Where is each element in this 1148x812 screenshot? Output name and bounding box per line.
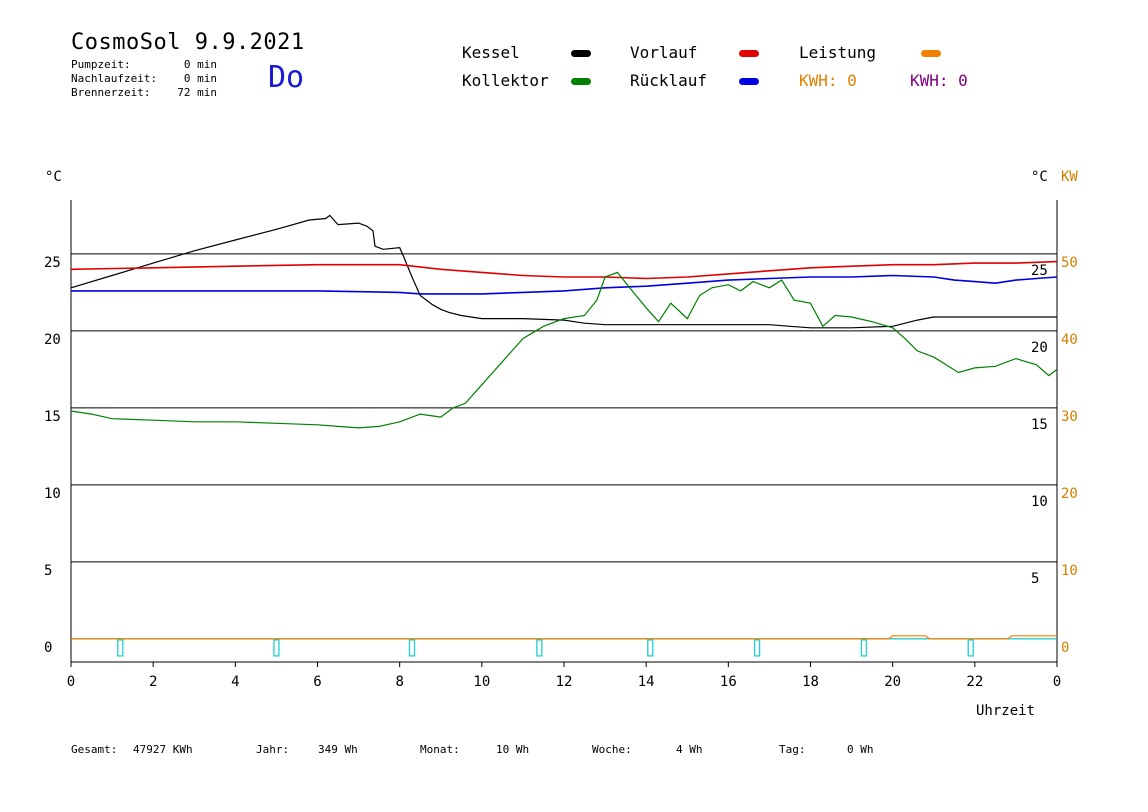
right-tick-label: 10	[1031, 494, 1048, 510]
footer-gesamt-label: Gesamt:	[71, 743, 118, 756]
right-tick-label: 25	[1031, 263, 1048, 279]
series-line-vorlauf	[70, 260, 1058, 280]
x-tick-label: 8	[395, 674, 403, 690]
left-tick-label: 25	[44, 255, 61, 271]
series-line-leistung	[71, 635, 1057, 640]
legend-label-kollektor: Kollektor	[462, 71, 549, 90]
x-tick-label: 6	[313, 674, 321, 690]
legend-swatch-vorlauf	[739, 50, 759, 57]
series-line-ruecklauf	[71, 274, 1058, 295]
legend-swatch-kollektor	[571, 78, 591, 85]
footer-woche-value: 4 Wh	[676, 743, 703, 756]
right-tick-label: 20	[1031, 340, 1048, 356]
footer-monat-value: 10 Wh	[496, 743, 530, 756]
pump-marker	[117, 639, 124, 657]
left-tick-label: 15	[44, 409, 61, 425]
x-tick-label: 20	[884, 674, 901, 690]
pumpzeit-label: Pumpzeit:	[71, 58, 131, 71]
power-unit-label: KW	[1061, 169, 1078, 185]
series-line-kollektor	[70, 271, 1058, 429]
pump-marker	[647, 639, 654, 657]
x-tick-label: 18	[802, 674, 819, 690]
brennerzeit-label: Brennerzeit:	[71, 86, 151, 99]
footer-tag-label: Tag:	[779, 743, 806, 756]
legend-label-vorlauf: Vorlauf	[630, 43, 698, 62]
pump-marker	[753, 639, 761, 657]
footer-jahr-value: 349 Wh	[318, 743, 358, 756]
footer-woche-label: Woche:	[592, 743, 632, 756]
series-layer	[70, 214, 1058, 657]
footer-gesamt-value: 47927 KWh	[133, 743, 193, 756]
x-tick-label: 0	[67, 674, 75, 690]
left-tick-label: 0	[44, 640, 52, 656]
nachlaufzeit-value: 0 min	[183, 72, 217, 85]
series-line-kessel	[70, 214, 1057, 329]
labels-layer: 0 2 4 6 8 10 12 14 16 18 20 22 0 Uhrzeit 0 5 10 15 20 25 5 10…	[44, 169, 1078, 719]
power-tick-label: 40	[1061, 332, 1078, 348]
legend-label-ruecklauf: Rücklauf	[630, 71, 708, 90]
pump-marker	[408, 639, 416, 657]
axes-layer	[70, 200, 1058, 667]
x-tick-label: 12	[556, 674, 573, 690]
power-tick-label: 20	[1061, 486, 1078, 502]
brennerzeit-value: 72 min	[177, 86, 217, 99]
legend-swatch-ruecklauf	[739, 78, 759, 85]
pump-marker	[536, 639, 543, 657]
pump-marker	[273, 639, 280, 657]
footer-monat-label: Monat:	[420, 743, 460, 756]
power-tick-label: 30	[1061, 409, 1078, 425]
x-tick-label: 0	[1053, 674, 1061, 690]
x-tick-label: 2	[149, 674, 157, 690]
footer-jahr-label: Jahr:	[256, 743, 290, 756]
x-tick-label: 10	[473, 674, 490, 690]
right-tick-label: 5	[1031, 571, 1039, 587]
chart-title: CosmoSol 9.9.2021	[71, 30, 305, 55]
power-tick-label: 50	[1061, 255, 1078, 271]
power-tick-label: 10	[1061, 563, 1078, 579]
grid-layer	[71, 253, 1057, 640]
x-tick-label: 16	[720, 674, 737, 690]
legend-label-kessel: Kessel	[462, 43, 520, 62]
left-tick-label: 10	[44, 486, 61, 502]
kwh-purple: KWH: 0	[910, 71, 968, 90]
x-tick-label: 4	[231, 674, 239, 690]
kwh-orange: KWH: 0	[799, 71, 857, 90]
right-unit-label: °C	[1031, 169, 1048, 185]
left-tick-label: 20	[44, 332, 61, 348]
legend-label-leistung: Leistung	[799, 43, 877, 62]
x-tick-label: 14	[638, 674, 655, 690]
weekday-label: Do	[268, 60, 305, 95]
legend-swatch-leistung	[921, 50, 941, 57]
x-tick-label: 22	[966, 674, 983, 690]
left-tick-label: 5	[44, 563, 52, 579]
right-tick-label: 15	[1031, 417, 1048, 433]
legend-swatch-kessel	[571, 50, 591, 57]
pumpzeit-value: 0 min	[183, 58, 217, 71]
power-tick-label: 0	[1061, 640, 1069, 656]
nachlaufzeit-label: Nachlaufzeit:	[71, 72, 158, 85]
pump-marker	[967, 639, 974, 657]
left-unit-label: °C	[45, 169, 62, 185]
footer-tag-value: 0 Wh	[847, 743, 874, 756]
pump-marker	[860, 639, 868, 657]
x-axis-label: Uhrzeit	[976, 703, 1035, 719]
